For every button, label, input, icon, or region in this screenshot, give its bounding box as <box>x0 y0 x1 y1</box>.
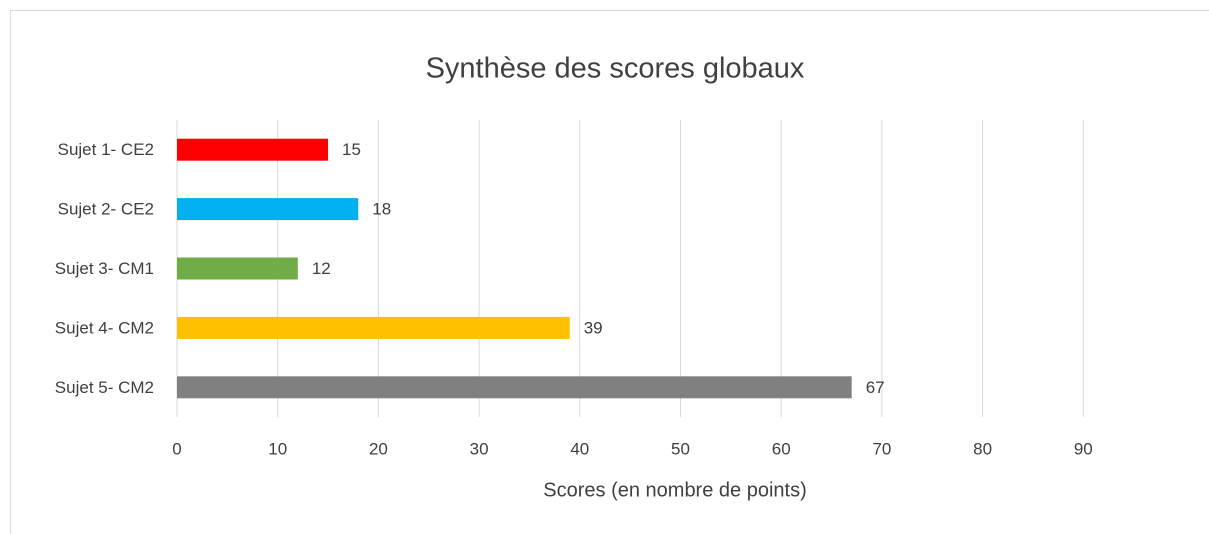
x-tick-label: 80 <box>973 439 992 458</box>
x-axis-label: Scores (en nombre de points) <box>543 479 806 501</box>
data-label: 67 <box>866 378 885 397</box>
y-tick-label: Sujet 3- CM1 <box>55 259 154 278</box>
bar <box>177 138 329 161</box>
x-tick-label: 70 <box>872 439 891 458</box>
x-tick-label: 10 <box>268 439 287 458</box>
bar <box>177 376 852 399</box>
chart-title: Synthèse des scores globaux <box>426 53 805 85</box>
x-tick-label: 50 <box>671 439 690 458</box>
y-tick-label: Sujet 4- CM2 <box>55 318 154 337</box>
bar <box>177 257 298 280</box>
x-tick-label: 20 <box>369 439 388 458</box>
bar <box>177 316 570 339</box>
x-tick-label: 90 <box>1074 439 1093 458</box>
y-tick-label: Sujet 5- CM2 <box>55 378 154 397</box>
data-label: 12 <box>312 259 331 278</box>
chart-border <box>10 10 1209 534</box>
x-tick-label: 60 <box>772 439 791 458</box>
bar <box>177 198 359 221</box>
data-label: 15 <box>342 140 361 159</box>
x-tick-label: 0 <box>172 439 181 458</box>
y-tick-label: Sujet 1- CE2 <box>58 140 154 159</box>
x-tick-label: 40 <box>570 439 589 458</box>
data-label: 18 <box>372 200 391 219</box>
y-tick-label: Sujet 2- CE2 <box>58 200 154 219</box>
x-tick-label: 30 <box>470 439 489 458</box>
data-label: 39 <box>584 318 603 337</box>
